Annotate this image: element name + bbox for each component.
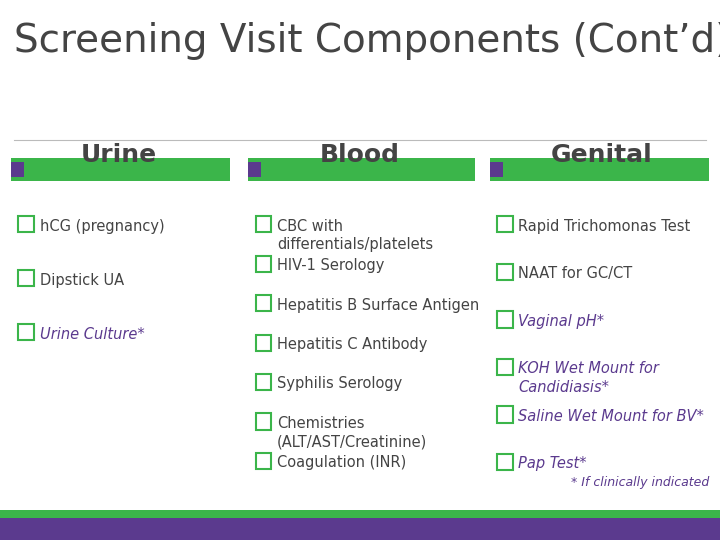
Text: Screening Visit Components (Cont’d): Screening Visit Components (Cont’d)	[14, 22, 720, 59]
Text: KOH Wet Mount for
Candidiasis*: KOH Wet Mount for Candidiasis*	[518, 361, 660, 395]
FancyBboxPatch shape	[256, 414, 271, 430]
Text: Pap Test*: Pap Test*	[518, 456, 587, 471]
Text: Urine Culture*: Urine Culture*	[40, 327, 144, 342]
FancyBboxPatch shape	[256, 335, 271, 351]
Text: Chemistries
(ALT/AST/Creatinine): Chemistries (ALT/AST/Creatinine)	[277, 416, 428, 449]
FancyBboxPatch shape	[248, 158, 475, 181]
Text: CBC with
differentials/platelets: CBC with differentials/platelets	[277, 219, 433, 252]
FancyBboxPatch shape	[497, 406, 513, 422]
Text: Rapid Trichomonas Test: Rapid Trichomonas Test	[518, 219, 690, 234]
FancyBboxPatch shape	[18, 216, 34, 232]
FancyBboxPatch shape	[248, 161, 261, 178]
FancyBboxPatch shape	[256, 216, 271, 232]
Text: Coagulation (INR): Coagulation (INR)	[277, 455, 407, 470]
Text: hCG (pregnancy): hCG (pregnancy)	[40, 219, 164, 234]
FancyBboxPatch shape	[0, 510, 720, 519]
Text: NAAT for GC/CT: NAAT for GC/CT	[518, 266, 633, 281]
Text: Hepatitis C Antibody: Hepatitis C Antibody	[277, 337, 428, 352]
FancyBboxPatch shape	[490, 158, 709, 181]
Text: Vaginal pH*: Vaginal pH*	[518, 314, 605, 329]
FancyBboxPatch shape	[490, 161, 503, 178]
Text: * If clinically indicated: * If clinically indicated	[571, 476, 709, 489]
FancyBboxPatch shape	[18, 324, 34, 341]
FancyBboxPatch shape	[18, 271, 34, 286]
Text: Syphilis Serology: Syphilis Serology	[277, 376, 402, 392]
FancyBboxPatch shape	[11, 158, 230, 181]
Text: HIV-1 Serology: HIV-1 Serology	[277, 258, 384, 273]
FancyBboxPatch shape	[497, 359, 513, 375]
FancyBboxPatch shape	[256, 255, 271, 272]
FancyBboxPatch shape	[256, 374, 271, 390]
FancyBboxPatch shape	[256, 295, 271, 311]
Text: Dipstick UA: Dipstick UA	[40, 273, 124, 288]
Text: Urine: Urine	[81, 143, 157, 167]
Text: Blood: Blood	[320, 143, 400, 167]
FancyBboxPatch shape	[497, 311, 513, 327]
FancyBboxPatch shape	[11, 161, 24, 178]
FancyBboxPatch shape	[497, 264, 513, 280]
FancyBboxPatch shape	[256, 453, 271, 469]
FancyBboxPatch shape	[497, 454, 513, 470]
Text: Saline Wet Mount for BV*: Saline Wet Mount for BV*	[518, 409, 704, 424]
Text: Genital: Genital	[550, 143, 652, 167]
Text: Hepatitis B Surface Antigen: Hepatitis B Surface Antigen	[277, 298, 480, 313]
FancyBboxPatch shape	[0, 518, 720, 540]
FancyBboxPatch shape	[497, 216, 513, 232]
